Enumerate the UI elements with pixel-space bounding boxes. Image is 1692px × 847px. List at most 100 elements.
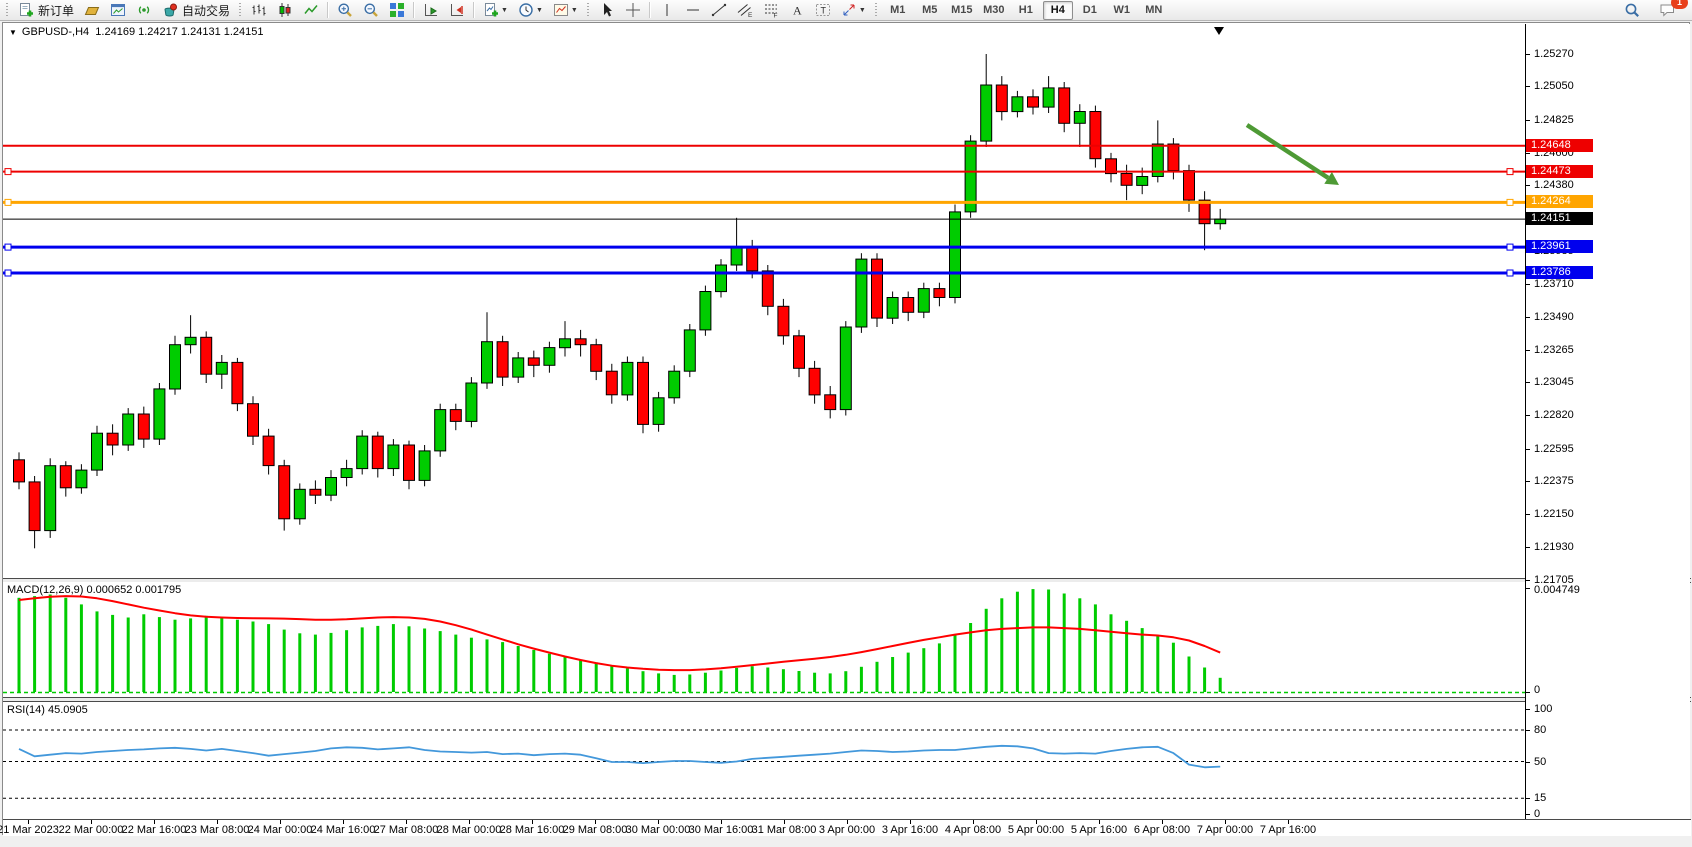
chart-shift-button[interactable] [445,0,469,21]
rsi-panel[interactable]: RSI(14) 45.0905 [3,702,1525,819]
chart-candles-button[interactable] [273,0,297,21]
macd-bar [703,672,707,692]
price-tick-label: 1.23490 [1534,310,1574,323]
candle-body [1120,173,1133,186]
macd-bar [1171,642,1175,692]
time-tick-label: 3 Apr 16:00 [881,824,939,836]
candle-body [699,291,712,331]
autotrading-button[interactable]: 自动交易 [158,0,234,21]
timeframe-d1[interactable]: D1 [1082,4,1097,16]
profiles-button[interactable] [80,0,104,21]
time-tick-label: 30 Mar 16:00 [688,824,754,836]
candle-body [91,432,103,471]
macd-panel[interactable]: MACD(12,26,9) 0.000652 0.001795 [3,582,1525,697]
macd-bar [33,596,37,692]
macd-bar [126,617,130,692]
timeframe-m5[interactable]: M5 [922,4,938,16]
time-tick [1162,820,1163,824]
text-icon: A [789,2,805,18]
toolbar-grip[interactable] [5,2,10,18]
time-tick [847,820,848,824]
macd-bar [142,614,146,692]
time-tick-label: 24 Mar 00:00 [247,824,313,836]
candle-body [169,344,181,390]
trend-arrow-annotation[interactable] [1245,123,1339,185]
chat-button[interactable]: 1 [1655,0,1688,21]
autoscroll-button[interactable] [419,0,443,21]
axis-tick [1526,152,1530,154]
text-label-button[interactable]: T [811,0,835,21]
candle-body [215,361,228,375]
toolbar-grip[interactable] [873,2,879,18]
panel-splitter[interactable] [3,697,1691,702]
new-chart-dropdown-icon[interactable]: ▼ [501,6,508,14]
rsi-level-label: 80 [1534,724,1547,736]
crosshair-button[interactable] [621,0,645,21]
charts-window-button[interactable] [106,0,130,21]
candle-body [605,370,618,396]
templates-dropdown-icon[interactable]: ▼ [570,6,578,14]
macd-canvas[interactable] [3,582,1525,697]
timeframe-w1[interactable]: W1 [1113,4,1131,16]
axis-tick [1526,761,1530,763]
candle-body [683,329,696,372]
arrows-button[interactable]: ▼ [837,0,870,21]
line-handle[interactable] [4,243,12,251]
periods-clock-button[interactable]: ▼ [514,0,547,21]
price-axis[interactable]: 1.252701.250501.248251.246001.243801.241… [1525,24,1690,820]
macd-bar [235,619,239,692]
time-axis[interactable]: 21 Mar 2023 22 Mar 00:00 22 Mar 16:00 23 Ma… [0,820,1691,836]
tile-windows-button[interactable] [385,0,409,21]
timeframe-h1[interactable]: H1 [1018,4,1033,16]
chart-line-button[interactable] [299,0,323,21]
price-chart-canvas[interactable] [3,24,1525,578]
chart-title: ▼ GBPUSD-,H4 1.24169 1.24217 1.24131 1.24… [9,26,264,38]
new-chart-button[interactable]: ▼ [479,0,512,21]
vertical-line-button[interactable] [655,0,679,21]
profiles-icon [84,2,100,18]
rsi-canvas[interactable] [3,702,1525,819]
axis-tick [1526,580,1530,581]
rsi-line [18,744,1221,769]
cursor-button[interactable] [595,0,619,21]
chart-dropdown-icon[interactable]: ▼ [9,28,17,37]
horizontal-line-button[interactable] [681,0,705,21]
equidistant-channel-button[interactable]: E [733,0,757,21]
timeframe-mn[interactable]: MN [1145,4,1163,16]
timeframe-m1[interactable]: M1 [890,4,906,16]
line-handle[interactable] [1506,168,1514,176]
price-chart-panel[interactable] [3,24,1525,578]
text-button[interactable]: A [785,0,809,21]
timeframe-h4[interactable]: H4 [1042,0,1073,20]
axis-tick [1526,119,1530,121]
macd-bar [657,673,661,692]
zoom-out-button[interactable] [359,0,383,21]
zoom-in-button[interactable] [333,0,357,21]
periods-clock-dropdown-icon[interactable]: ▼ [535,6,543,14]
toolbar-grip[interactable] [585,2,591,18]
search-button[interactable] [1620,0,1644,21]
line-handle[interactable] [1506,243,1514,251]
candle-body [995,84,1008,113]
templates-button[interactable]: ▼ [549,0,582,21]
chart-symbol-period: GBPUSD-,H4 [21,26,90,38]
line-handle[interactable] [4,198,12,206]
candle-body [1027,96,1039,108]
signal-button[interactable] [132,0,156,21]
line-handle[interactable] [4,168,12,176]
line-handle[interactable] [4,269,12,277]
timeframe-m15[interactable]: M15 [951,4,973,16]
arrows-dropdown-icon[interactable]: ▼ [858,6,866,14]
chart-shift-marker[interactable] [1214,27,1224,35]
toolbar-grip[interactable] [238,2,244,18]
candle-body [1011,96,1024,113]
macd-bar [532,650,536,692]
line-handle[interactable] [1506,269,1514,277]
new-order-button[interactable]: 新订单 [14,0,78,21]
timeframe-m30[interactable]: M30 [983,4,1005,16]
trendline-button[interactable] [707,0,731,21]
time-tick-label: 5 Apr 16:00 [1070,824,1128,836]
fibonacci-button[interactable]: F [759,0,783,21]
chart-bars-button[interactable] [247,0,271,21]
line-handle[interactable] [1506,198,1514,206]
